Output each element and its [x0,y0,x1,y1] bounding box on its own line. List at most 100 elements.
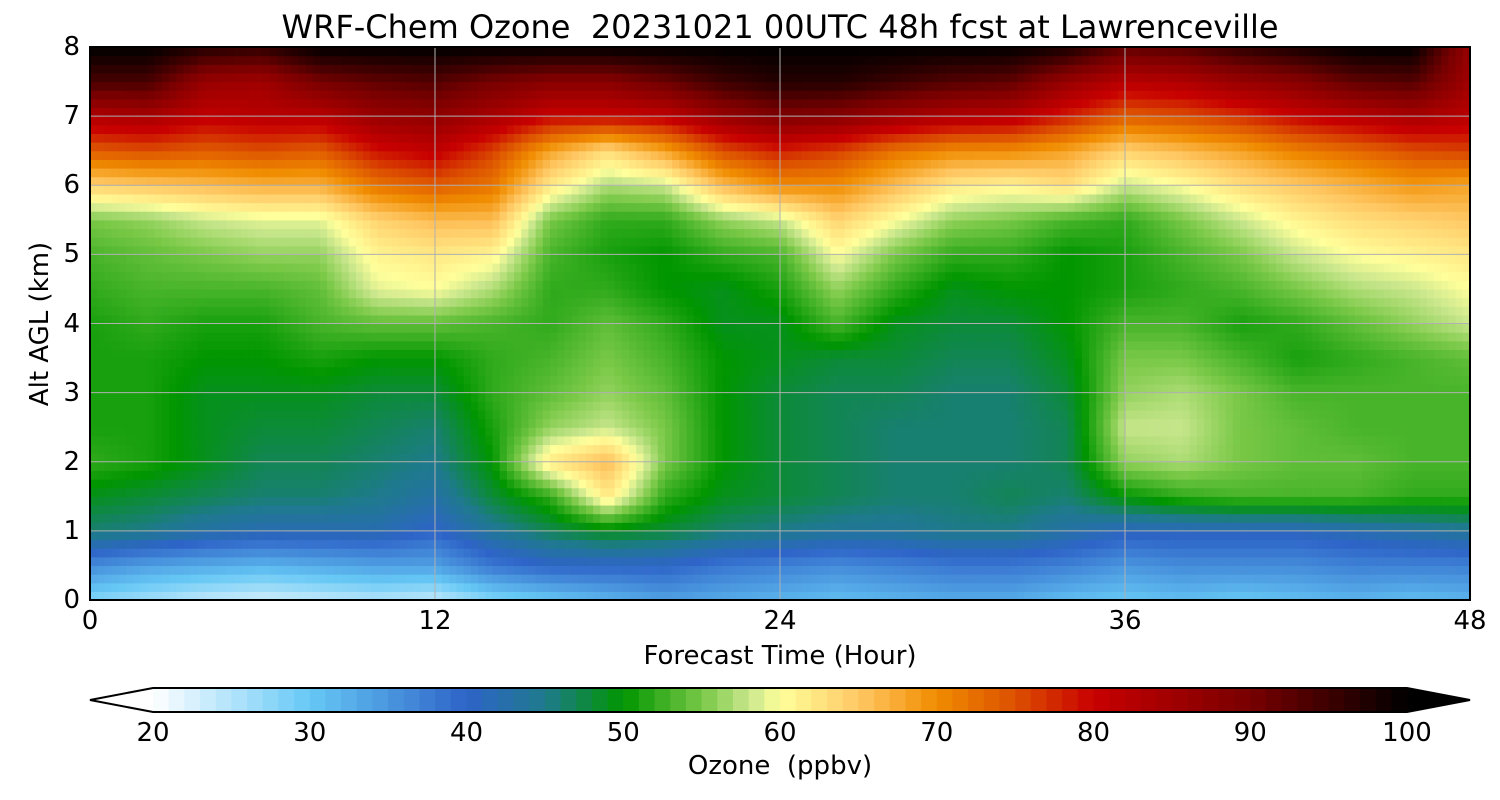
heatmap-cell [729,479,738,489]
heatmap-cell [1189,401,1198,411]
heatmap-cell [370,539,379,549]
heatmap-cell [435,427,443,437]
heatmap-cell [693,453,702,463]
heatmap-cell [1275,392,1284,402]
heatmap-cell [1031,461,1040,471]
heatmap-cell [1311,530,1320,541]
heatmap-cell [643,479,652,489]
heatmap-cell [176,401,185,411]
heatmap-cell [844,504,853,515]
heatmap-cell [614,375,623,385]
heatmap-cell [959,539,968,549]
heatmap-cell [880,504,889,515]
heatmap-cell [1218,487,1227,497]
heatmap-cell [492,427,501,437]
heatmap-cell [1412,461,1421,471]
heatmap-cell [1189,522,1198,532]
heatmap-cell [722,530,731,541]
heatmap-cell [607,496,616,506]
heatmap-cell [1031,444,1040,454]
heatmap-cell [1462,591,1470,600]
heatmap-cell [169,479,177,489]
heatmap-cell [1211,409,1220,420]
heatmap-cell [550,461,558,471]
heatmap-cell [952,418,961,428]
heatmap-cell [1398,591,1406,600]
heatmap-cell [1110,418,1119,428]
heatmap-cell [1045,496,1054,506]
heatmap-cell [535,461,544,471]
heatmap-cell [693,539,702,549]
heatmap-cell [1319,591,1327,600]
heatmap-cell [1398,409,1406,420]
heatmap-cell [837,565,846,575]
heatmap-cell [1053,582,1061,592]
heatmap-cell [1290,591,1299,600]
heatmap-cell [974,591,982,600]
heatmap-cell [1146,409,1155,420]
heatmap-cell [240,418,249,428]
heatmap-cell [377,427,386,437]
heatmap-cell [981,522,990,532]
heatmap-cell [248,582,256,592]
heatmap-cell [1462,435,1470,446]
heatmap-cell [1304,444,1313,454]
heatmap-cell [1110,470,1119,480]
heatmap-cell [974,427,982,437]
heatmap-cell [629,556,637,567]
heatmap-cell [959,548,968,558]
heatmap-cell [420,401,429,411]
heatmap-cell [902,392,910,402]
heatmap-cell [988,530,997,541]
heatmap-cell [780,470,788,480]
heatmap-cell [535,574,544,584]
heatmap-cell [363,470,371,480]
heatmap-cell [1268,565,1277,575]
heatmap-cell [1053,522,1061,532]
heatmap-cell [399,453,407,463]
heatmap-cell [1268,487,1277,497]
heatmap-cell [233,548,242,558]
heatmap-cell [981,496,990,506]
heatmap-cell [363,582,371,592]
heatmap-cell [722,504,731,515]
heatmap-cell [1067,582,1076,592]
heatmap-cell [341,435,350,446]
heatmap-cell [859,565,867,575]
heatmap-cell [657,513,666,523]
heatmap-cell [521,444,530,454]
heatmap-cell [844,383,853,394]
heatmap-cell [240,453,249,463]
heatmap-cell [1398,375,1406,385]
heatmap-cell [1010,556,1018,567]
heatmap-cell [1462,479,1470,489]
heatmap-cell [564,539,573,549]
heatmap-cell [1060,496,1069,506]
heatmap-cell [571,479,580,489]
heatmap-cell [478,444,486,454]
heatmap-cell [291,582,300,592]
heatmap-cell [1175,375,1184,385]
heatmap-cell [154,530,163,541]
heatmap-cell [715,513,724,523]
heatmap-cell [1247,522,1255,532]
heatmap-cell [384,392,393,402]
heatmap-cell [772,375,781,385]
heatmap-cell [722,565,731,575]
heatmap-cell [413,453,422,463]
heatmap-cell [183,461,192,471]
heatmap-cell [794,470,803,480]
heatmap-cell [104,522,113,532]
heatmap-cell [988,522,997,532]
heatmap-cell [974,409,982,420]
heatmap-cell [413,409,422,420]
heatmap-cell [355,375,364,385]
heatmap-cell [930,418,939,428]
heatmap-cell [485,418,494,428]
heatmap-cell [593,504,601,515]
heatmap-cell [1398,574,1406,584]
heatmap-cell [1232,513,1241,523]
heatmap-cell [140,453,149,463]
heatmap-cell [528,453,537,463]
heatmap-cell [125,548,134,558]
